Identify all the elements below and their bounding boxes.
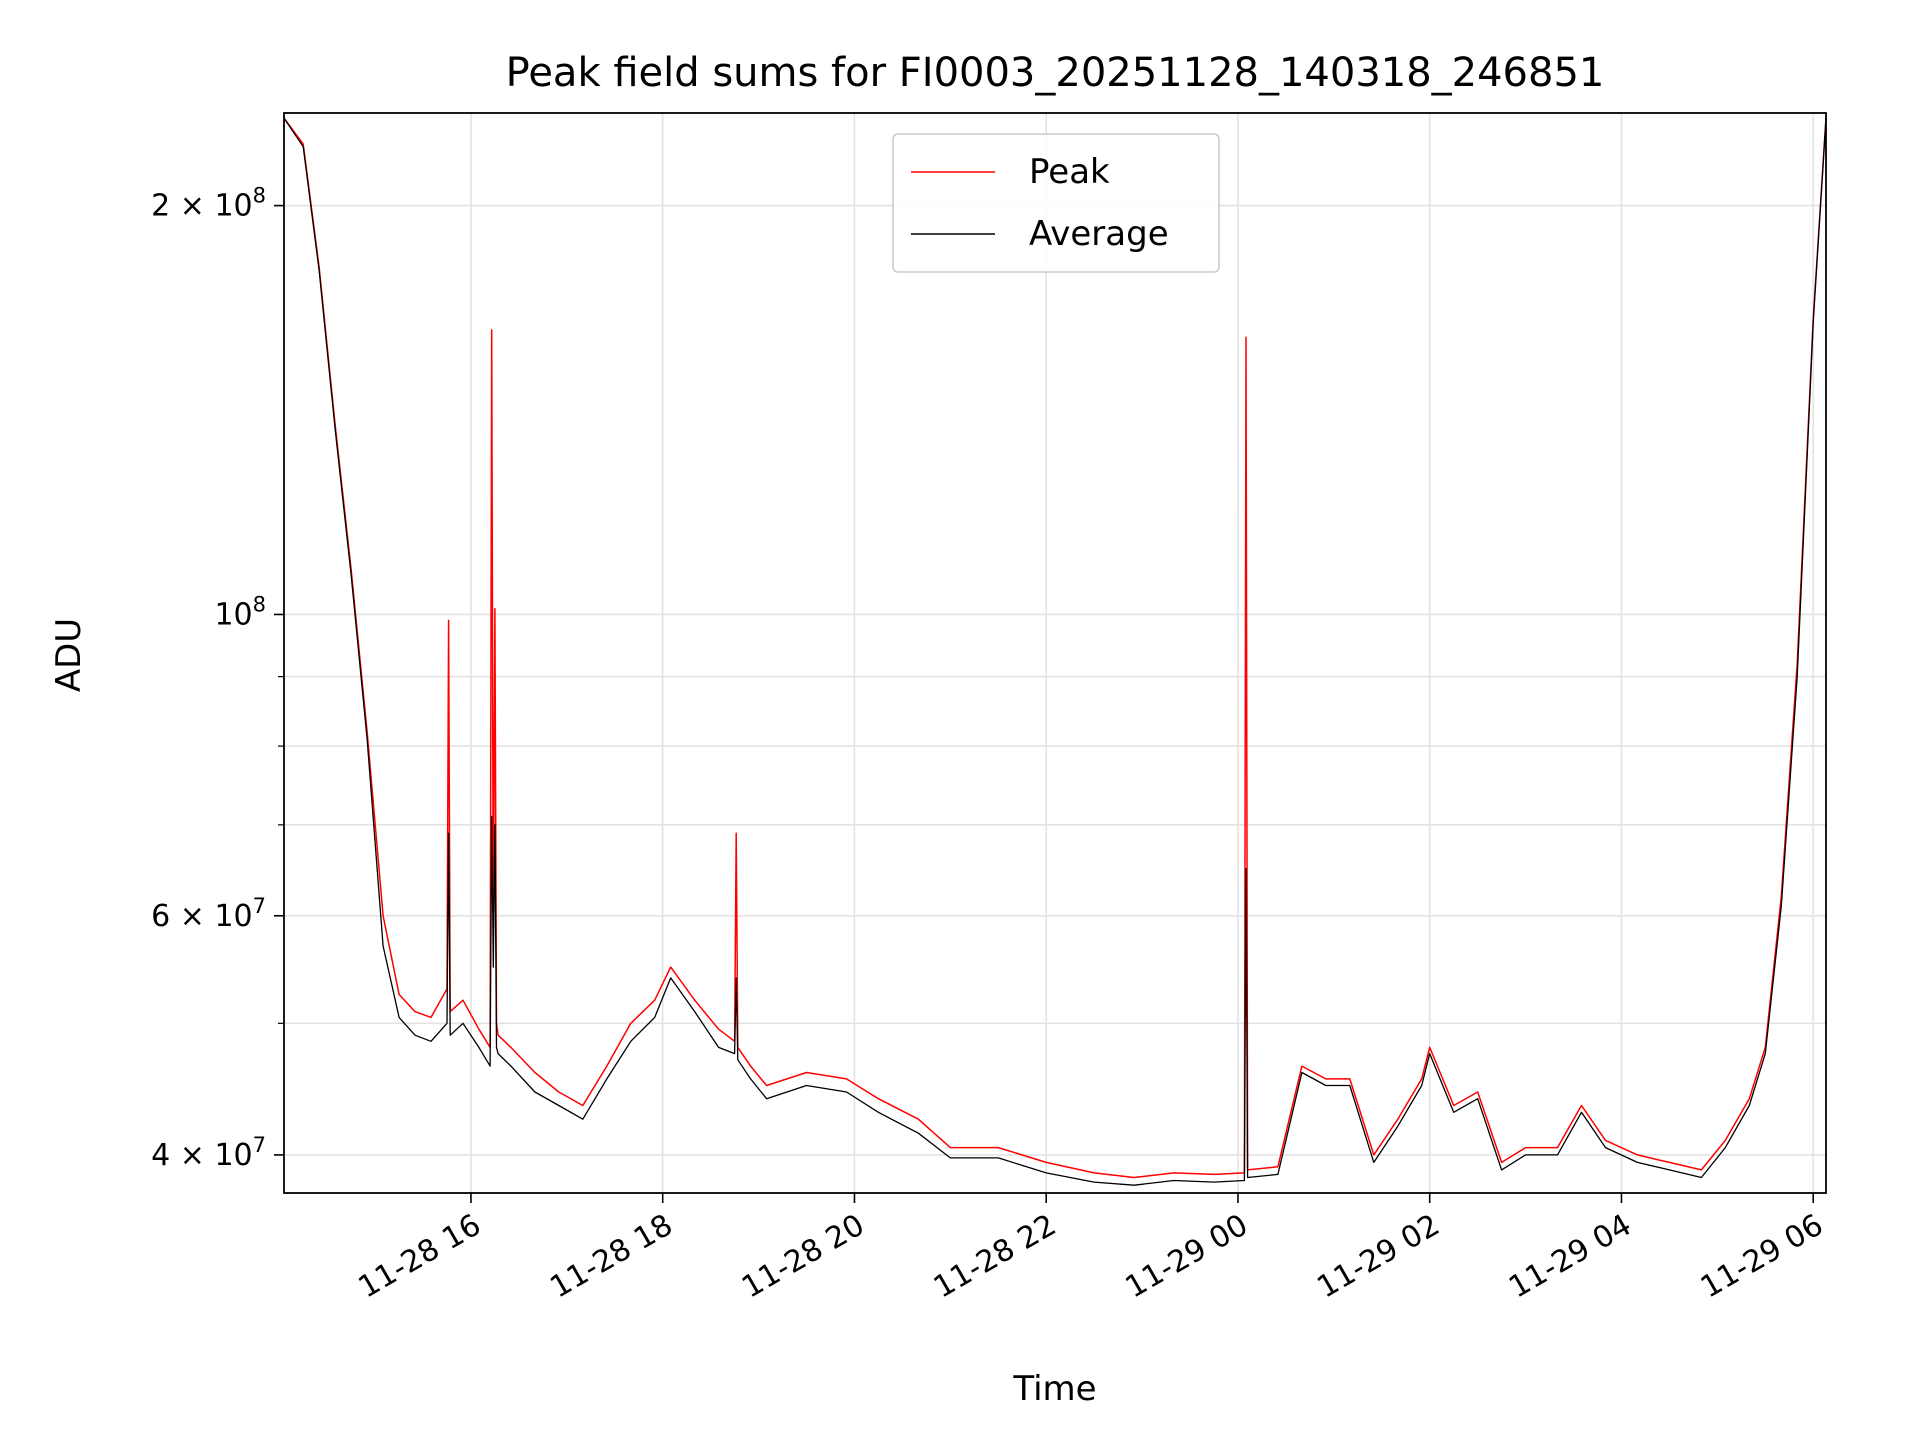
y-tick-times-sign: × (170, 899, 214, 934)
y-tick-label: 6 × 107 (151, 894, 266, 934)
y-tick-mantissa: 4 (151, 1138, 170, 1173)
y-tick-base: 10 (214, 189, 252, 224)
plot-frame (283, 112, 1827, 1194)
y-axis-label: ADU (49, 618, 89, 692)
y-tick-times-sign: × (170, 1138, 214, 1173)
y-tick-base: 10 (214, 1138, 252, 1173)
y-tick-times-sign: × (170, 189, 214, 224)
y-tick-label: 4 × 107 (151, 1133, 266, 1173)
series-line-peak (283, 117, 1827, 1179)
series-line-average (283, 117, 1827, 1186)
y-tick-label: 108 (214, 592, 266, 632)
y-tick-label: 2 × 108 (151, 184, 266, 224)
chart-title: Peak field sums for FI0003_20251128_1403… (506, 50, 1605, 96)
grid-lines (284, 113, 1826, 1193)
legend-label-average: Average (1029, 214, 1169, 254)
y-tick-base: 10 (214, 899, 252, 934)
y-tick-base: 10 (214, 597, 252, 632)
y-tick-exponent: 7 (253, 1133, 266, 1157)
y-tick-exponent: 7 (253, 894, 266, 918)
y-tick-exponent: 8 (253, 592, 266, 616)
series-layer (283, 117, 1827, 1186)
y-tick-exponent: 8 (253, 184, 266, 208)
legend-label-peak: Peak (1029, 152, 1110, 192)
y-tick-mantissa: 6 (151, 899, 170, 934)
legend-box (892, 133, 1220, 273)
legend: Peak Average (892, 133, 1220, 273)
x-axis-label: Time (1012, 1369, 1096, 1409)
y-tick-mantissa: 2 (151, 189, 170, 224)
